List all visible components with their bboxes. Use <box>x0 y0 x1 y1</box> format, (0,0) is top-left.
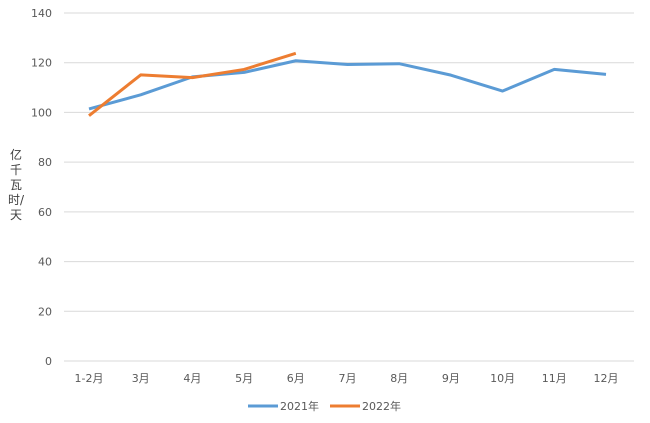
x-tick-label: 12月 <box>594 372 619 385</box>
x-tick-label: 7月 <box>339 372 357 385</box>
y-tick-label: 0 <box>45 355 52 368</box>
y-tick-label: 60 <box>38 206 52 219</box>
y-tick-label: 80 <box>38 156 52 169</box>
x-tick-label: 9月 <box>442 372 460 385</box>
y-tick-label: 40 <box>38 256 52 269</box>
x-tick-label: 4月 <box>183 372 201 385</box>
y-tick-label: 140 <box>31 7 52 20</box>
x-tick-label: 11月 <box>542 372 567 385</box>
legend-label: 2022年 <box>362 399 401 413</box>
x-tick-label: 6月 <box>287 372 305 385</box>
x-tick-label: 5月 <box>235 372 253 385</box>
x-tick-label: 1-2月 <box>75 372 104 385</box>
y-tick-label: 100 <box>31 106 52 119</box>
x-tick-label: 3月 <box>132 372 150 385</box>
y-tick-label: 20 <box>38 305 52 318</box>
legend-label: 2021年 <box>280 399 319 413</box>
x-tick-label: 10月 <box>490 372 515 385</box>
y-axis-label: 亿千瓦时/天 <box>8 148 24 223</box>
x-tick-label: 8月 <box>390 372 408 385</box>
y-tick-label: 120 <box>31 57 52 70</box>
series-line-2021年 <box>89 61 606 109</box>
